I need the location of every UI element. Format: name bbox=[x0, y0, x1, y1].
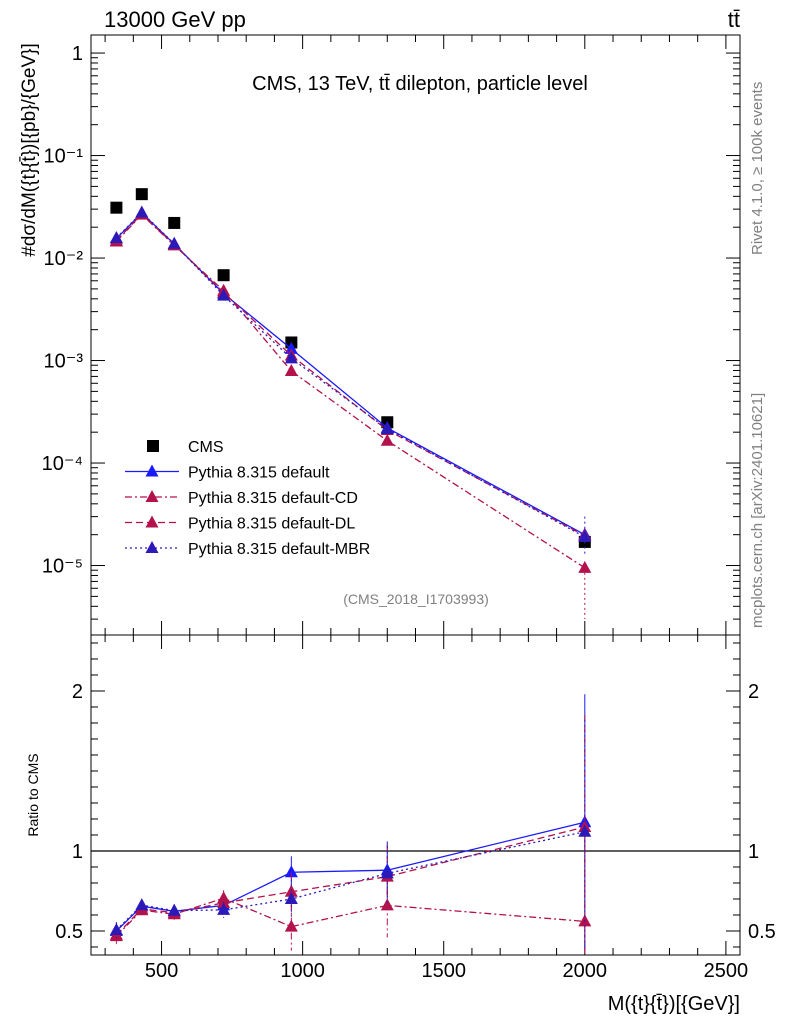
main-y-tick-label: 10⁻¹ bbox=[44, 146, 84, 168]
main-axes: 1 10⁻¹ 10⁻² 10⁻³ 10⁻⁴ 10⁻⁵ bbox=[42, 35, 740, 635]
legend-marker bbox=[145, 541, 159, 553]
ratio-series-marker bbox=[578, 824, 592, 837]
x-tick-label: 1000 bbox=[280, 960, 325, 982]
ratio-axes: 0.5 0.51 12 2500 1000 1500 2000 2500 bbox=[55, 635, 776, 982]
ratio-series-marker bbox=[217, 895, 231, 908]
ratio-series-line bbox=[115, 897, 585, 937]
main-series-marker bbox=[135, 205, 149, 218]
mcplots-source-label: mcplots.cern.ch [arXiv:2401.10621] bbox=[749, 393, 766, 628]
ratio-y-tick-label-left: 1 bbox=[72, 841, 83, 863]
ratio-y-tick-label-left: 0.5 bbox=[55, 921, 83, 943]
x-tick-label: 2000 bbox=[563, 960, 608, 982]
main-y-tick-label: 10⁻³ bbox=[44, 351, 84, 373]
ratio-series bbox=[109, 694, 592, 955]
main-series-marker bbox=[284, 351, 298, 364]
ratio-series-marker bbox=[217, 902, 231, 915]
legend-marker bbox=[145, 490, 159, 502]
ratio-series-marker bbox=[284, 892, 298, 904]
legend-marker bbox=[145, 515, 159, 528]
cms-data-point bbox=[168, 216, 181, 229]
ratio-plot-frame bbox=[90, 634, 741, 956]
ratio-series-marker bbox=[109, 923, 123, 936]
main-series-marker bbox=[284, 341, 298, 354]
main-series-marker bbox=[217, 288, 231, 301]
main-series-marker bbox=[380, 433, 394, 446]
header-energy-label: 13000 GeV pp bbox=[104, 7, 246, 32]
ratio-y-tick-label-right: 1 bbox=[748, 841, 759, 863]
ratio-y-tick-label-right: 2 bbox=[748, 681, 759, 703]
ratio-series-line bbox=[115, 821, 585, 932]
ratio-series-marker bbox=[167, 903, 181, 916]
main-y-tick-label: 10⁻⁴ bbox=[42, 453, 83, 475]
main-y-tick-label: 10⁻⁵ bbox=[42, 556, 83, 578]
legend-label: Pythia 8.315 default-CD bbox=[188, 490, 358, 507]
main-series-marker bbox=[167, 236, 181, 249]
analysis-id-watermark: (CMS_2018_I1703993) bbox=[343, 591, 489, 607]
main-series-marker bbox=[109, 230, 123, 243]
x-tick-label: 1500 bbox=[421, 960, 466, 982]
ratio-y-tick-label-right: 0.5 bbox=[748, 921, 776, 943]
ratio-y-tick-label-left: 2 bbox=[72, 681, 83, 703]
ratio-y-axis-title: Ratio to CMS bbox=[25, 753, 41, 836]
ratio-series-marker bbox=[284, 919, 298, 932]
main-y-axis-title: #dσ/dM({t}{t̄})[{pb}/{GeV}] bbox=[19, 43, 40, 257]
legend-label: Pythia 8.315 default-MBR bbox=[188, 541, 370, 558]
main-series bbox=[109, 188, 592, 620]
x-tick-label: 500 bbox=[145, 960, 178, 982]
x-axis-title: M({t}{t̄})[{GeV}] bbox=[608, 993, 740, 1015]
legend-label: Pythia 8.315 default-DL bbox=[188, 516, 355, 533]
rivet-version-label: Rivet 4.1.0, ≥ 100k events bbox=[749, 82, 766, 255]
legend-marker-cms bbox=[147, 440, 159, 452]
main-plot-title: CMS, 13 TeV, tt̄ dilepton, particle leve… bbox=[252, 73, 588, 95]
main-series-marker bbox=[578, 560, 592, 573]
cms-data-point bbox=[135, 188, 148, 201]
main-series-marker bbox=[284, 364, 298, 377]
main-y-tick-label: 10⁻² bbox=[44, 248, 84, 270]
ratio-series-marker bbox=[135, 898, 149, 911]
main-y-tick-label: 1 bbox=[72, 43, 83, 65]
main-series-marker bbox=[380, 421, 394, 434]
main-series-line bbox=[115, 212, 586, 536]
ratio-series-marker bbox=[380, 866, 394, 879]
ratio-series-marker bbox=[284, 865, 298, 878]
legend-label: Pythia 8.315 default bbox=[188, 465, 330, 482]
header-process-label: tt̄ bbox=[728, 7, 740, 32]
main-series-marker bbox=[578, 529, 592, 542]
legend-marker bbox=[145, 464, 159, 477]
legend: CMS Pythia 8.315 default Pythia 8.315 defa… bbox=[125, 439, 370, 558]
cms-data-point bbox=[110, 201, 123, 214]
x-tick-label: 2500 bbox=[704, 960, 749, 982]
ratio-series-line bbox=[115, 826, 585, 936]
main-series-line bbox=[115, 213, 586, 537]
legend-label: CMS bbox=[188, 439, 224, 456]
cms-data-point bbox=[217, 269, 230, 282]
main-series-line bbox=[115, 211, 586, 538]
